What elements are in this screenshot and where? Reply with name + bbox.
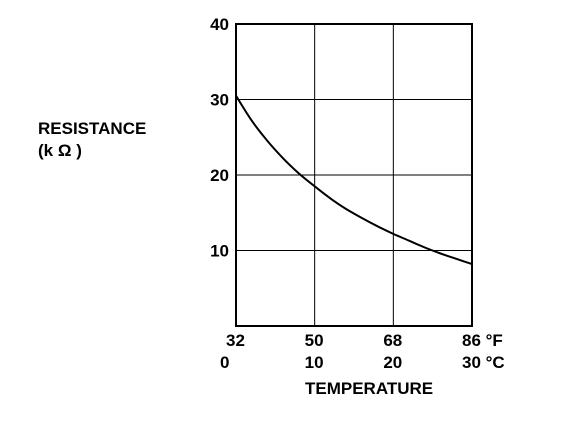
x-tick-labels-fahrenheit: 32 50 68 86 °F [226, 331, 503, 350]
x-tick-label-f-20: 68 [383, 331, 402, 350]
x-tick-label-c-20: 20 [383, 353, 402, 372]
y-tick-labels: 10 20 30 40 [210, 15, 229, 261]
x-axis-label: TEMPERATURE [305, 379, 433, 398]
x-tick-label-f-30: 86 °F [462, 331, 503, 350]
series-layer [235, 95, 473, 266]
x-tick-label-c-0: 0 [220, 353, 229, 372]
x-tick-label-c-10: 10 [305, 353, 324, 372]
x-tick-labels-celsius: 0 10 20 30 °C [220, 353, 505, 372]
y-axis-unit: (k Ω ) [38, 141, 82, 160]
plot-frame [235, 23, 473, 327]
grid-layer [236, 24, 472, 326]
y-tick-label-40: 40 [210, 15, 229, 34]
y-tick-label-30: 30 [210, 91, 229, 110]
resistance-curve [235, 95, 473, 266]
y-tick-label-20: 20 [210, 166, 229, 185]
x-tick-label-f-10: 50 [305, 331, 324, 350]
y-tick-label-10: 10 [210, 242, 229, 261]
x-tick-label-c-30: 30 °C [462, 353, 505, 372]
y-axis-label: RESISTANCE [38, 119, 146, 138]
x-tick-label-f-0: 32 [226, 331, 245, 350]
